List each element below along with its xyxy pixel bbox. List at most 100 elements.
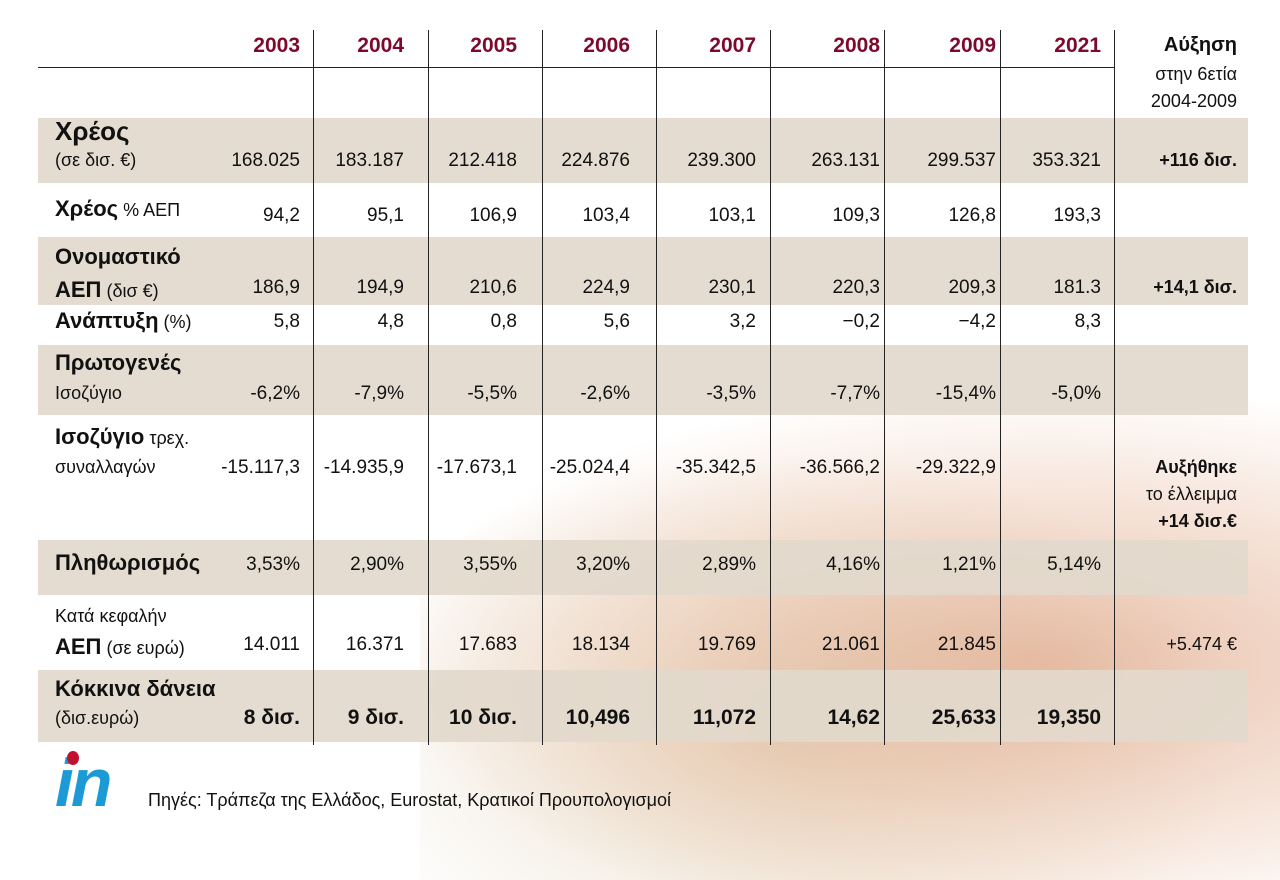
increase-value: +14,1 δισ. [1153,277,1237,297]
row-label-bold: Χρέος [55,196,119,221]
cell-2008: 263.131 [811,150,880,171]
year-header-2009: 2009 [949,34,996,57]
cell-2006: -2,6% [580,383,630,404]
cell-2009: 209,3 [948,277,996,298]
row-band [38,670,1248,742]
increase-header-line3: 2004-2009 [1150,91,1237,111]
cell-2003: 168.025 [231,150,300,171]
column-divider [542,30,543,745]
row-label-line2: συναλλαγών [55,457,156,478]
cell-2005: 106,9 [469,205,517,226]
row-label-line2-text: Ισοζύγιο [55,383,122,403]
row-band [38,345,1248,415]
cell-2006: 103,4 [582,205,630,226]
cell-2008: 21.061 [821,634,880,655]
row-label-bold: Ονομαστικό [55,244,181,269]
cell-2006: 224.876 [561,150,630,171]
row-label-line2-bold: ΑΕΠ [55,277,102,302]
row-label-line2-text: συναλλαγών [55,457,156,477]
cell-2007: 239.300 [687,150,756,171]
cell-2008: 14,62 [827,706,880,729]
cell-2007: 103,1 [708,205,756,226]
euro-banknotes-background [420,400,1280,880]
year-header-2005: 2005 [470,34,517,57]
cell-2009: -15,4% [935,383,996,404]
column-divider [1114,30,1115,745]
cell-2007: 230,1 [708,277,756,298]
row-label: Ονομαστικό [55,244,181,270]
cell-2003: -15.117,3 [221,457,300,478]
row-label: Κόκκινα δάνεια [55,676,216,702]
cell-2008: 4,16% [826,554,880,575]
cell-2009: -29.322,9 [915,457,996,478]
cell-2008: -7,7% [830,383,880,404]
year-header-2003: 2003 [253,34,300,57]
cell-2007: 19.769 [697,634,756,655]
source-note: Πηγές: Τράπεζα της Ελλάδος, Eurostat, Κρ… [148,790,671,810]
row-label: Ανάπτυξη (%) [55,308,192,334]
cell-2005: 3,55% [463,554,517,575]
cell-2003: 5,8 [273,311,300,332]
cell-2006: 10,496 [565,706,630,729]
column-divider [428,30,429,745]
column-divider [884,30,885,745]
cell-2021: 181.3 [1053,277,1101,298]
row-label: Πληθωρισμός [55,550,200,576]
cell-2021: 353.321 [1032,150,1101,171]
row-label-line2: (σε δισ. €) [55,150,136,171]
cell-2004: -14.935,9 [323,457,404,478]
increase-value: Αυξήθηκε [1155,457,1237,477]
cell-2004: -7,9% [354,383,404,404]
row-label-line2-text: (σε ευρώ) [101,638,185,658]
year-header-2008: 2008 [833,34,880,57]
row-label-line2: Ισοζύγιο [55,383,122,404]
cell-2005: -5,5% [467,383,517,404]
cell-2007: 2,89% [702,554,756,575]
cell-2008: 220,3 [832,277,880,298]
cell-2003: 3,53% [246,554,300,575]
row-label: Χρέος % ΑΕΠ [55,196,180,222]
row-label: Πρωτογενές [55,350,181,376]
cell-2006: 18.134 [571,634,630,655]
in-logo: in [55,745,112,821]
cell-2005: 212.418 [448,150,517,171]
row-label-rest: Κατά κεφαλήν [55,606,167,626]
cell-2006: 5,6 [603,311,630,332]
row-label-line2: ΑΕΠ (δισ €) [55,277,159,303]
cell-2021: 8,3 [1074,311,1101,332]
cell-2008: -36.566,2 [799,457,880,478]
row-label-line2: (δισ.ευρώ) [55,708,139,729]
cell-2009: 126,8 [948,205,996,226]
cell-2009: 1,21% [942,554,996,575]
cell-2021: 193,3 [1053,205,1101,226]
row-label-line2-text: (σε δισ. €) [55,150,137,170]
cell-2008: −0,2 [842,311,880,332]
row-label-bold: Πρωτογενές [55,350,182,375]
cell-2005: 0,8 [490,311,517,332]
cell-2005: 17.683 [458,634,517,655]
cell-2003: 8 δισ. [243,706,300,729]
cell-2003: 14.011 [243,634,300,655]
cell-2006: 3,20% [576,554,630,575]
row-label-bold: Ανάπτυξη [55,308,159,333]
column-divider [313,30,314,745]
cell-2005: 10 δισ. [449,706,517,729]
column-divider [770,30,771,745]
year-header-2007: 2007 [709,34,756,57]
row-label: Ισοζύγιο τρεχ. [55,424,189,450]
cell-2009: 299.537 [927,150,996,171]
row-label-rest: % ΑΕΠ [118,200,181,220]
increase-value: +5.474 € [1166,634,1237,654]
row-band [38,118,1248,183]
year-header-2006: 2006 [583,34,630,57]
increase-value: +116 δισ. [1159,150,1237,170]
increase-header-title: Αύξηση [1163,34,1237,56]
row-label-line2-text: (δισ €) [101,281,159,301]
row-label-line2-text: (δισ.ευρώ) [55,708,140,728]
cell-2007: -35.342,5 [675,457,756,478]
logo-dot [67,751,79,765]
cell-2004: 183.187 [335,150,404,171]
cell-2021: 5,14% [1047,554,1101,575]
cell-2009: 21.845 [937,634,996,655]
row-label-bold: Κόκκινα δάνεια [55,676,216,701]
